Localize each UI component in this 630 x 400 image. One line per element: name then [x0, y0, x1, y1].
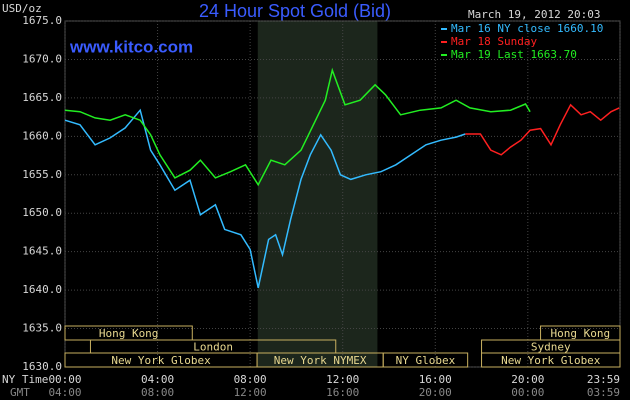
x-tick-label: 20:00: [511, 373, 544, 386]
highlight-band: [257, 21, 378, 367]
timestamp: March 19, 2012 20:03: [468, 8, 600, 21]
session-box: [382, 352, 469, 368]
legend-label: Mar 19 Last 1663.70: [451, 48, 577, 61]
y-tick-label: 1655.0: [22, 168, 62, 181]
y-tick-label: 1675.0: [22, 14, 62, 27]
line: [64, 108, 466, 288]
y-tick-label: 1645.0: [22, 245, 62, 258]
y-tick-label: 1640.0: [22, 283, 62, 296]
x-tick-label-gmt: 20:00: [419, 386, 452, 399]
x-tick-label-gmt: 03:59: [587, 386, 620, 399]
session-label: Sydney: [531, 341, 571, 354]
x-tick-label: 23:59: [587, 373, 620, 386]
y-tick-label: 1660.0: [22, 129, 62, 142]
x-row-label: NY Time: [2, 373, 48, 386]
x-tick-label-gmt: 00:00: [511, 386, 544, 399]
legend-label: Mar 18 Sunday: [451, 35, 537, 48]
session-label: Hong Kong: [550, 327, 610, 340]
x-tick-label: 12:00: [326, 373, 359, 386]
x-tick-label: 00:00: [48, 373, 81, 386]
x-tick-label-gmt: 04:00: [48, 386, 81, 399]
session-label: New York NYMEX: [274, 354, 367, 367]
session-label: London: [193, 341, 233, 354]
session-label: NY Globex: [396, 354, 456, 367]
y-tick-label: 1650.0: [22, 206, 62, 219]
subtitle: www.kitco.com: [69, 37, 193, 56]
session-label: Hong Kong: [99, 327, 159, 340]
y-axis-label: USD/oz: [2, 2, 42, 15]
x-tick-label-gmt: 16:00: [326, 386, 359, 399]
line: [465, 103, 620, 156]
session-box: [481, 352, 621, 368]
x-row-label: GMT: [10, 386, 30, 399]
session-label: New York Globex: [501, 354, 601, 367]
x-tick-label-gmt: 08:00: [141, 386, 174, 399]
y-tick-label: 1630.0: [22, 360, 62, 373]
y-tick-label: 1665.0: [22, 91, 62, 104]
x-tick-label: 16:00: [419, 373, 452, 386]
x-tick-label-gmt: 12:00: [234, 386, 267, 399]
session-label: New York Globex: [111, 354, 211, 367]
chart-title: 24 Hour Spot Gold (Bid): [199, 1, 391, 21]
line: [64, 67, 531, 187]
x-tick-label: 08:00: [234, 373, 267, 386]
y-tick-label: 1635.0: [22, 322, 62, 335]
legend-label: Mar 16 NY close 1660.10: [451, 22, 603, 35]
y-tick-label: 1670.0: [22, 52, 62, 65]
x-tick-label: 04:00: [141, 373, 174, 386]
